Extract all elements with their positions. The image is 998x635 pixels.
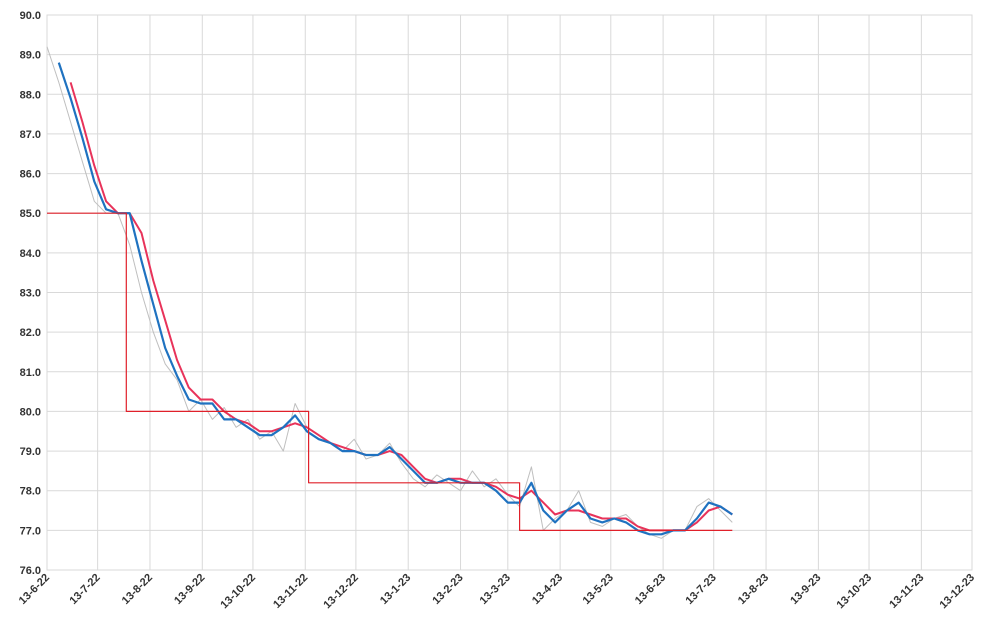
series-line xyxy=(46,46,733,539)
y-tick-label: 89.0 xyxy=(20,50,41,62)
x-tick-label: 13-1-23 xyxy=(378,572,413,607)
x-tick-label: 13-12-22 xyxy=(321,572,361,612)
y-tick-label: 86.0 xyxy=(20,169,41,181)
x-tick-label: 13-12-23 xyxy=(937,572,977,612)
y-tick-label: 79.0 xyxy=(20,446,41,458)
series-line xyxy=(57,62,733,536)
y-tick-label: 81.0 xyxy=(20,367,41,379)
y-tick-label: 82.0 xyxy=(20,327,41,339)
y-tick-label: 77.0 xyxy=(20,525,41,537)
x-tick-label: 13-10-22 xyxy=(218,572,258,612)
y-tick-label: 85.0 xyxy=(20,208,41,220)
x-tick-label: 13-11-23 xyxy=(887,572,926,611)
x-tick-label: 13-11-22 xyxy=(271,572,310,611)
y-tick-label: 90.0 xyxy=(20,10,41,22)
x-tick-label: 13-6-23 xyxy=(633,572,668,607)
x-tick-label: 13-8-22 xyxy=(120,572,155,607)
x-tick-label: 13-4-23 xyxy=(530,572,565,607)
y-tick-label: 87.0 xyxy=(20,129,41,141)
x-tick-label: 13-9-23 xyxy=(788,572,823,607)
x-tick-label: 13-8-23 xyxy=(736,572,771,607)
y-tick-label: 80.0 xyxy=(20,406,41,418)
x-tick-label: 13-2-23 xyxy=(430,572,465,607)
x-tick-label: 13-5-23 xyxy=(581,572,616,607)
series-line xyxy=(69,82,733,532)
y-tick-label: 83.0 xyxy=(20,288,41,300)
x-tick-label: 13-7-23 xyxy=(684,572,719,607)
y-tick-label: 76.0 xyxy=(20,565,41,577)
x-tick-label: 13-7-22 xyxy=(67,572,102,607)
y-tick-label: 78.0 xyxy=(20,486,41,498)
x-tick-label: 13-3-23 xyxy=(478,572,513,607)
x-tick-label: 13-10-23 xyxy=(835,572,875,612)
y-tick-label: 84.0 xyxy=(20,248,41,260)
series-line xyxy=(47,212,733,531)
x-tick-label: 13-9-22 xyxy=(172,572,207,607)
y-tick-label: 88.0 xyxy=(20,89,41,101)
